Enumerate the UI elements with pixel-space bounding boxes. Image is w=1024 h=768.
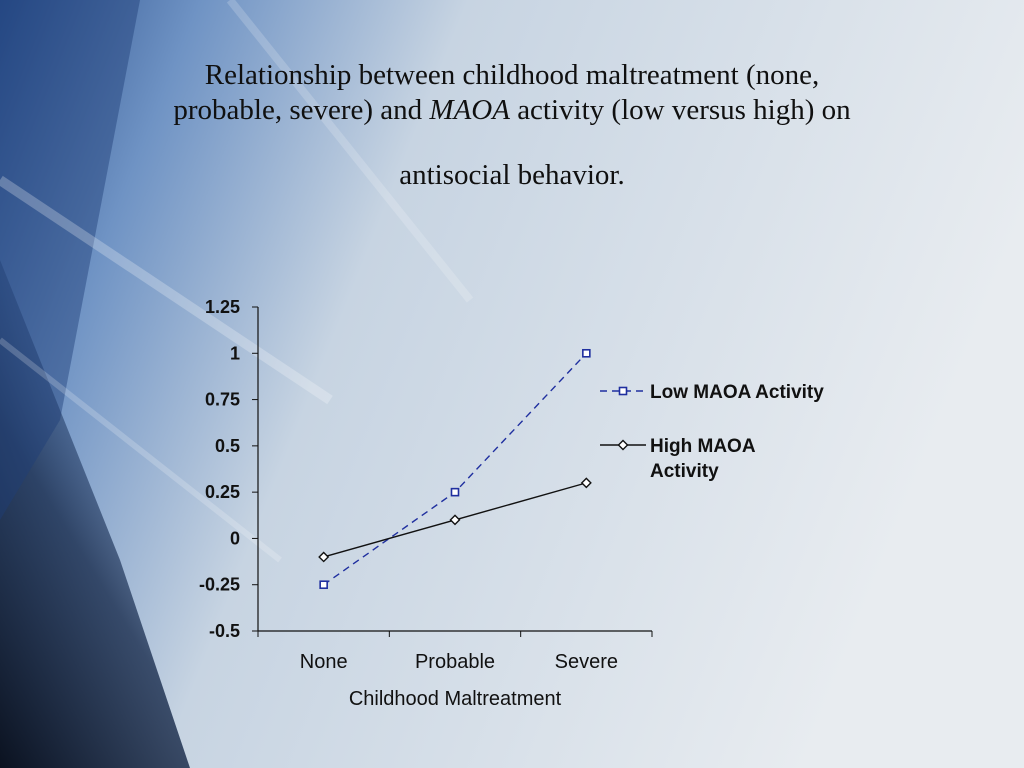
title-line-2-end: activity (low versus high) on bbox=[509, 93, 851, 126]
data-point-marker bbox=[582, 348, 591, 358]
legend-marker bbox=[617, 439, 629, 451]
y-tick-label: 1.25 bbox=[205, 297, 240, 317]
y-tick-label: 1 bbox=[230, 343, 240, 363]
x-tick-label: None bbox=[300, 651, 348, 673]
data-point-marker bbox=[318, 551, 330, 563]
y-tick-label: -0.25 bbox=[199, 575, 240, 595]
legend-label: High MAOA bbox=[650, 436, 756, 457]
title-line-1: Relationship between childhood maltreatm… bbox=[204, 59, 820, 91]
y-tick-label: 0.25 bbox=[205, 482, 240, 502]
legend-marker bbox=[618, 386, 628, 396]
y-tick-label: 0.75 bbox=[205, 390, 240, 410]
title-gene-name: MAOA bbox=[429, 93, 510, 126]
title-line-3: antisocial behavior. bbox=[399, 158, 625, 191]
data-point-marker bbox=[319, 580, 328, 590]
y-tick-label: -0.5 bbox=[209, 621, 240, 641]
y-tick-label: 0 bbox=[230, 528, 240, 548]
legend-label: Low MAOA Activity bbox=[650, 382, 824, 403]
series-line bbox=[323, 352, 587, 586]
x-tick-label: Severe bbox=[555, 651, 618, 673]
y-tick-label: 0.5 bbox=[215, 436, 240, 456]
title-line-2-start: probable, severe) and bbox=[173, 93, 430, 126]
data-point-marker bbox=[450, 487, 460, 497]
data-point-marker bbox=[449, 514, 461, 526]
data-point-marker bbox=[580, 477, 592, 489]
legend-label: Activity bbox=[650, 461, 719, 482]
slide-title: Relationship between childhood maltreatm… bbox=[80, 58, 944, 192]
title-line-2: probable, severe) and MAOA activity (low… bbox=[80, 93, 944, 128]
x-tick-label: Probable bbox=[415, 651, 495, 673]
x-axis-title: Childhood Maltreatment bbox=[349, 688, 562, 710]
